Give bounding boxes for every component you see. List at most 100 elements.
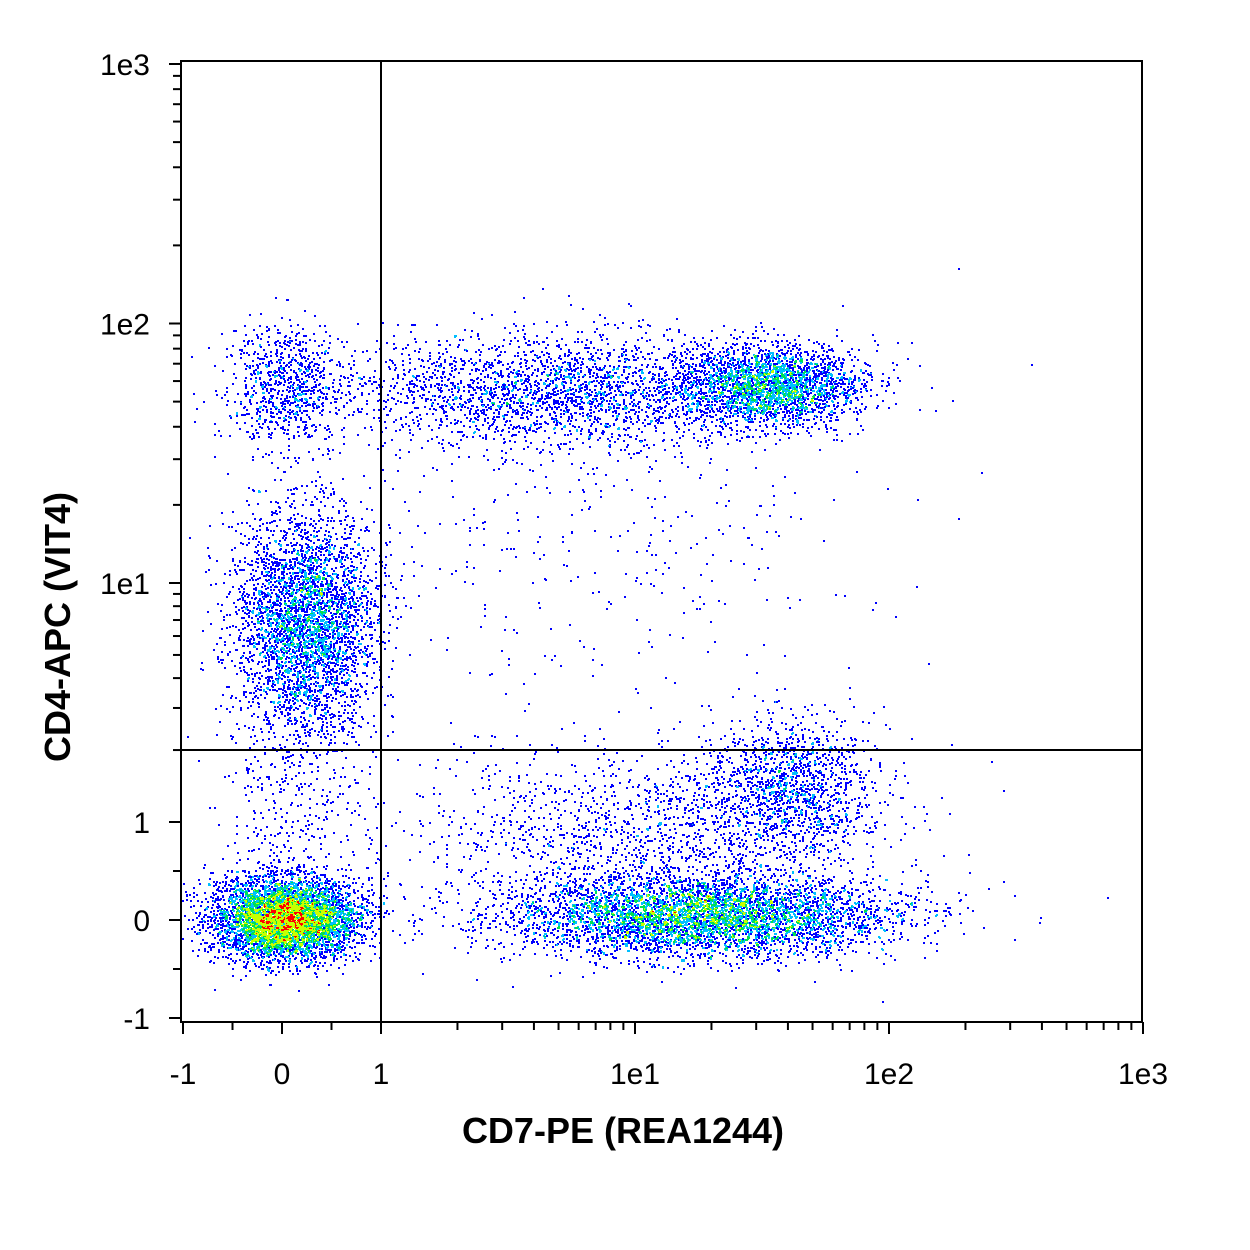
event-dot xyxy=(491,392,493,394)
event-dot xyxy=(413,386,415,388)
event-dot xyxy=(310,397,312,399)
event-dot xyxy=(488,407,490,409)
event-dot xyxy=(430,384,432,386)
event-dot xyxy=(813,390,815,392)
event-dot xyxy=(449,364,451,366)
event-dot xyxy=(765,405,767,407)
event-dot xyxy=(246,409,248,411)
event-dot xyxy=(477,335,479,337)
event-dot xyxy=(685,357,687,359)
event-dot xyxy=(849,408,851,410)
event-dot xyxy=(302,386,304,388)
event-dot xyxy=(839,393,841,395)
event-dot xyxy=(471,330,473,332)
event-dot xyxy=(436,361,438,363)
event-dot xyxy=(524,333,526,335)
event-dot xyxy=(575,419,577,421)
event-dot xyxy=(560,358,562,360)
event-dot xyxy=(472,387,474,389)
event-dot xyxy=(303,402,305,404)
event-dot xyxy=(717,383,719,385)
event-dot xyxy=(707,408,709,410)
event-dot xyxy=(420,386,422,388)
event-dot xyxy=(795,374,797,376)
event-dot xyxy=(648,372,650,374)
event-dot xyxy=(675,408,677,410)
event-dot xyxy=(829,358,831,360)
event-dot xyxy=(551,331,553,333)
event-dot xyxy=(711,386,713,388)
event-dot xyxy=(282,390,284,392)
event-dot xyxy=(415,377,417,379)
event-dot xyxy=(580,384,582,386)
event-dot xyxy=(664,375,666,377)
event-dot xyxy=(541,363,543,365)
event-dot xyxy=(687,378,689,380)
event-dot xyxy=(738,384,740,386)
event-dot xyxy=(798,380,800,382)
event-dot xyxy=(754,418,756,420)
event-dot xyxy=(840,362,842,364)
event-dot xyxy=(657,386,659,388)
event-dot xyxy=(278,390,280,392)
event-dot xyxy=(676,387,678,389)
event-dot xyxy=(799,378,801,380)
event-dot xyxy=(592,359,594,361)
event-dot xyxy=(704,367,706,369)
event-dot xyxy=(635,353,637,355)
event-dot xyxy=(338,409,340,411)
event-dot xyxy=(337,391,339,393)
event-dot xyxy=(677,410,679,412)
event-dot xyxy=(244,325,246,327)
event-dot xyxy=(704,412,706,414)
event-dot xyxy=(447,379,449,381)
event-dot xyxy=(289,319,291,321)
event-dot xyxy=(366,403,368,405)
event-dot xyxy=(695,381,697,383)
event-dot xyxy=(498,362,500,364)
event-dot xyxy=(760,322,762,324)
event-dot xyxy=(808,339,810,341)
event-dot xyxy=(731,359,733,361)
event-dot xyxy=(624,361,626,363)
event-dot xyxy=(817,365,819,367)
event-dot xyxy=(497,373,499,375)
event-dot xyxy=(825,375,827,377)
event-dot xyxy=(445,348,447,350)
event-dot xyxy=(818,375,820,377)
event-dot xyxy=(734,344,736,346)
event-dot xyxy=(245,395,247,397)
event-dot xyxy=(859,409,861,411)
event-dot xyxy=(748,418,750,420)
event-dot xyxy=(288,345,290,347)
event-dot xyxy=(475,370,477,372)
event-dot xyxy=(726,416,728,418)
event-dot xyxy=(839,379,841,381)
event-dot xyxy=(290,376,292,378)
event-dot xyxy=(782,404,784,406)
event-dot xyxy=(828,395,830,397)
event-dot xyxy=(301,363,303,365)
event-dot xyxy=(806,351,808,353)
event-dot xyxy=(816,391,818,393)
event-dot xyxy=(788,404,790,406)
event-dot xyxy=(490,377,492,379)
event-dot xyxy=(732,357,734,359)
event-dot xyxy=(607,359,609,361)
event-dot xyxy=(594,418,596,420)
event-dot xyxy=(818,388,820,390)
event-dot xyxy=(385,401,387,403)
event-dot xyxy=(454,385,456,387)
event-dot xyxy=(530,404,532,406)
event-dot xyxy=(765,364,767,366)
event-dot xyxy=(470,386,472,388)
event-dot xyxy=(226,348,228,350)
event-dot xyxy=(305,405,307,407)
event-dot xyxy=(513,369,515,371)
event-dot xyxy=(725,355,727,357)
event-dot xyxy=(565,382,567,384)
event-dot xyxy=(507,368,509,370)
event-dot xyxy=(244,363,246,365)
event-dot xyxy=(308,376,310,378)
event-dot xyxy=(365,383,367,385)
